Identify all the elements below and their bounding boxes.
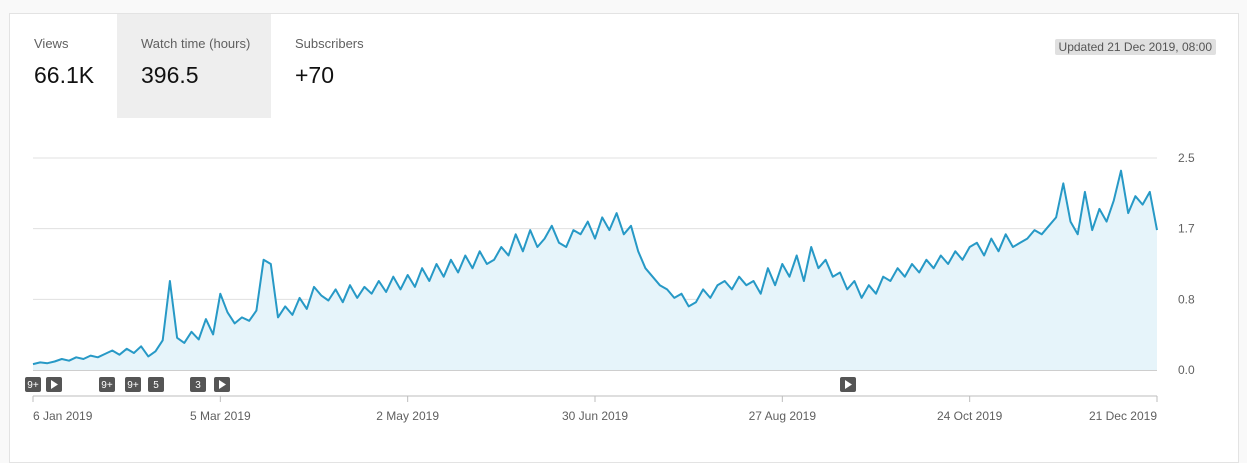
marker-count: 5 bbox=[153, 380, 159, 391]
video-marker[interactable] bbox=[840, 377, 856, 392]
metric-value: +70 bbox=[295, 62, 335, 88]
marker-count: 9+ bbox=[101, 380, 113, 391]
x-tick-label: 30 Jun 2019 bbox=[562, 409, 628, 423]
annotation-markers: 9+ 9+ 9+ 5 3 bbox=[25, 377, 856, 392]
count-marker[interactable]: 5 bbox=[148, 377, 164, 392]
marker-count: 3 bbox=[195, 380, 201, 391]
x-tick-label: 27 Aug 2019 bbox=[749, 409, 817, 423]
x-axis: 6 Jan 2019 5 Mar 2019 2 May 2019 30 Jun 201… bbox=[32, 396, 1158, 423]
x-tick-label: 24 Oct 2019 bbox=[937, 409, 1003, 423]
metric-value: 66.1K bbox=[34, 62, 95, 88]
play-icon bbox=[845, 380, 852, 389]
play-icon bbox=[51, 380, 58, 389]
x-tick-label: 21 Dec 2019 bbox=[1089, 409, 1157, 423]
y-tick-label: 2.5 bbox=[1178, 151, 1195, 165]
count-marker[interactable]: 9+ bbox=[125, 377, 141, 392]
count-marker[interactable]: 3 bbox=[190, 377, 206, 392]
metric-tab-subscribers[interactable]: Subscribers +70 bbox=[271, 14, 391, 118]
metric-label: Watch time (hours) bbox=[141, 36, 251, 51]
marker-count: 9+ bbox=[27, 380, 39, 391]
marker-count: 9+ bbox=[127, 380, 139, 391]
updated-badge: Updated 21 Dec 2019, 08:00 bbox=[1054, 39, 1216, 55]
y-tick-label: 0.0 bbox=[1178, 363, 1195, 377]
x-tick-label: 6 Jan 2019 bbox=[33, 409, 93, 423]
y-tick-label: 1.7 bbox=[1178, 222, 1195, 236]
metric-value: 396.5 bbox=[141, 62, 199, 88]
video-marker[interactable] bbox=[46, 377, 62, 392]
x-tick-label: 5 Mar 2019 bbox=[190, 409, 251, 423]
play-icon bbox=[219, 380, 226, 389]
y-tick-label: 0.8 bbox=[1178, 292, 1195, 306]
x-tick-label: 2 May 2019 bbox=[376, 409, 439, 423]
series-line bbox=[32, 169, 1158, 366]
metric-tab-watch-time[interactable]: Watch time (hours) 396.5 bbox=[117, 14, 271, 118]
series-area bbox=[33, 170, 1157, 370]
video-marker[interactable] bbox=[214, 377, 230, 392]
metric-label: Subscribers bbox=[295, 36, 364, 51]
metric-tab-views[interactable]: Views 66.1K bbox=[10, 14, 117, 118]
y-axis: 0.0 0.8 1.7 2.5 bbox=[1178, 151, 1195, 377]
count-marker[interactable]: 9+ bbox=[25, 377, 41, 392]
watch-time-chart: 0.0 0.8 1.7 2.5 6 Jan 2019 5 Mar 2019 2 May 2… bbox=[25, 151, 1195, 423]
metric-label: Views bbox=[34, 36, 69, 51]
count-marker[interactable]: 9+ bbox=[99, 377, 115, 392]
